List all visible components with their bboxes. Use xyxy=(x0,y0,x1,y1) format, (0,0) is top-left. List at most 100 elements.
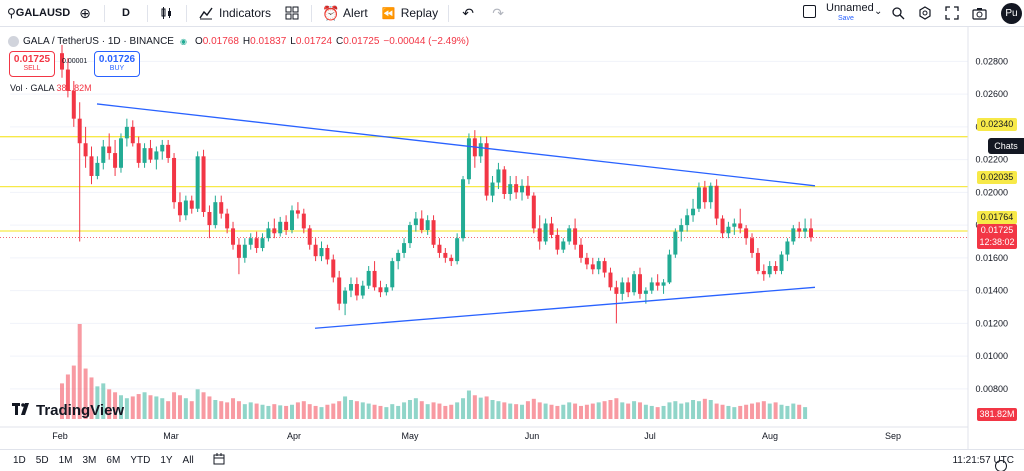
candle-body xyxy=(608,272,613,288)
fullscreen-icon[interactable] xyxy=(943,4,961,22)
settings-gear-icon[interactable] xyxy=(916,4,934,22)
symbol-search-button[interactable]: ⚲ GALAUSD xyxy=(0,0,70,27)
layout-checkbox[interactable] xyxy=(803,5,816,18)
time-tick-label: Apr xyxy=(287,431,301,441)
candle-body xyxy=(537,228,542,242)
volume-bar xyxy=(372,404,377,419)
candle-body xyxy=(113,153,118,168)
redo-icon: ↷ xyxy=(492,4,504,21)
volume-bar xyxy=(107,389,112,419)
candle-body xyxy=(667,254,672,283)
candlestick-chart[interactable]: 0.028000.026000.024000.022000.020000.018… xyxy=(0,27,1024,471)
search-icon: ⚲ xyxy=(7,6,16,20)
volume-bar xyxy=(290,404,295,419)
time-tick-label: Aug xyxy=(762,431,778,441)
bottom-toolbar: 1D 5D 1M 3M 6M YTD 1Y All 11:21:57 UTC xyxy=(0,449,1024,471)
volume-bar xyxy=(384,407,389,419)
close-label: C xyxy=(336,36,344,47)
candle-body xyxy=(378,287,383,293)
profile-avatar[interactable]: Pu xyxy=(1001,3,1022,24)
candle-body xyxy=(65,69,70,91)
volume-bar xyxy=(360,402,365,419)
redo-button[interactable]: ↷ xyxy=(483,0,513,27)
candle-body xyxy=(331,259,336,278)
sell-button[interactable]: 0.01725 SELL xyxy=(9,51,55,77)
go-to-date-icon[interactable] xyxy=(213,453,225,468)
volume-bar xyxy=(266,405,271,419)
volume-bar xyxy=(201,392,206,419)
candle-body xyxy=(402,243,407,253)
legend-title[interactable]: GALA / TetherUS · 1D · BINANCE xyxy=(23,36,174,47)
camera-icon[interactable] xyxy=(970,4,988,22)
volume-bar xyxy=(520,404,525,419)
volume-bar xyxy=(225,402,230,419)
volume-bar xyxy=(189,401,194,419)
volume-bar xyxy=(396,405,401,419)
time-tick-label: May xyxy=(401,431,419,441)
interval-button[interactable]: D xyxy=(109,0,143,27)
volume-bar xyxy=(573,403,578,419)
buy-button[interactable]: 0.01726 BUY xyxy=(94,51,140,77)
spread-value: 0.00001 xyxy=(62,58,88,65)
scale-settings-icon[interactable] xyxy=(995,460,1007,471)
range-6m[interactable]: 6M xyxy=(106,455,121,466)
range-ytd[interactable]: YTD xyxy=(130,455,151,466)
chevron-down-icon[interactable]: ⌄ xyxy=(874,6,883,17)
candle-body xyxy=(732,223,737,227)
volume-bar xyxy=(649,405,654,419)
tradingview-logo[interactable]: TradingView xyxy=(12,402,124,419)
indicators-button[interactable]: Indicators xyxy=(191,0,277,27)
templates-button[interactable] xyxy=(277,0,307,27)
layout-save-status: Save xyxy=(838,15,854,22)
time-tick-label: Sep xyxy=(885,431,901,441)
compare-button[interactable]: ⊕ xyxy=(70,0,100,27)
volume-bar xyxy=(260,404,265,419)
candle-body xyxy=(632,274,637,293)
range-all[interactable]: All xyxy=(182,455,194,466)
chart-type-button[interactable] xyxy=(152,0,182,27)
volume-bar xyxy=(578,405,583,419)
replay-button[interactable]: ⏪ Replay xyxy=(374,0,444,27)
chats-button[interactable]: Chats xyxy=(988,138,1024,154)
open-value: 0.01768 xyxy=(202,36,239,47)
chart-legend: GALA / TetherUS · 1D · BINANCE ◉ O0.0176… xyxy=(8,36,473,47)
undo-button[interactable]: ↶ xyxy=(453,0,483,27)
utc-clock[interactable]: 11:21:57 UTC xyxy=(952,455,1014,466)
volume-bar xyxy=(602,401,607,419)
chart-pane[interactable]: 0.028000.026000.024000.022000.020000.018… xyxy=(0,27,1024,471)
volume-bar xyxy=(77,324,82,419)
candle-body xyxy=(578,244,583,258)
volume-legend[interactable]: Vol · GALA 381.82M xyxy=(10,83,92,93)
range-1y[interactable]: 1Y xyxy=(160,455,173,466)
indicators-icon xyxy=(197,4,215,22)
layout-name[interactable]: Unnamed xyxy=(826,2,874,14)
alert-button[interactable]: ⏰ Alert xyxy=(316,0,374,27)
candle-body xyxy=(396,252,401,262)
range-5d[interactable]: 5D xyxy=(35,455,49,466)
volume-bar xyxy=(207,396,212,419)
volume-bar xyxy=(744,404,749,419)
candle-body xyxy=(201,156,206,212)
price-tick-label: 0.00800 xyxy=(975,384,1008,394)
tv-logo-text: TradingView xyxy=(36,402,125,419)
price-tick-label: 0.01200 xyxy=(975,318,1008,328)
volume-bar xyxy=(343,396,348,419)
volume-bar xyxy=(590,403,595,419)
candle-body xyxy=(254,238,259,249)
volume-bar xyxy=(561,404,566,419)
range-1m[interactable]: 1M xyxy=(58,455,73,466)
volume-bar xyxy=(472,395,477,419)
range-3m[interactable]: 3M xyxy=(82,455,97,466)
range-1d[interactable]: 1D xyxy=(13,455,26,466)
candle-body xyxy=(596,261,601,270)
candle-body xyxy=(661,282,666,286)
volume-bar xyxy=(543,403,548,419)
quick-search-icon[interactable] xyxy=(889,4,907,22)
candle-body xyxy=(809,228,813,238)
bar-countdown-tag: 12:38:02 xyxy=(977,236,1017,249)
candle-body xyxy=(531,195,536,229)
volume-bar xyxy=(213,400,218,419)
toolbar-divider xyxy=(448,4,450,22)
interval-label: D xyxy=(122,7,130,19)
change-value: −0.00044 (−2.49%) xyxy=(383,36,470,47)
